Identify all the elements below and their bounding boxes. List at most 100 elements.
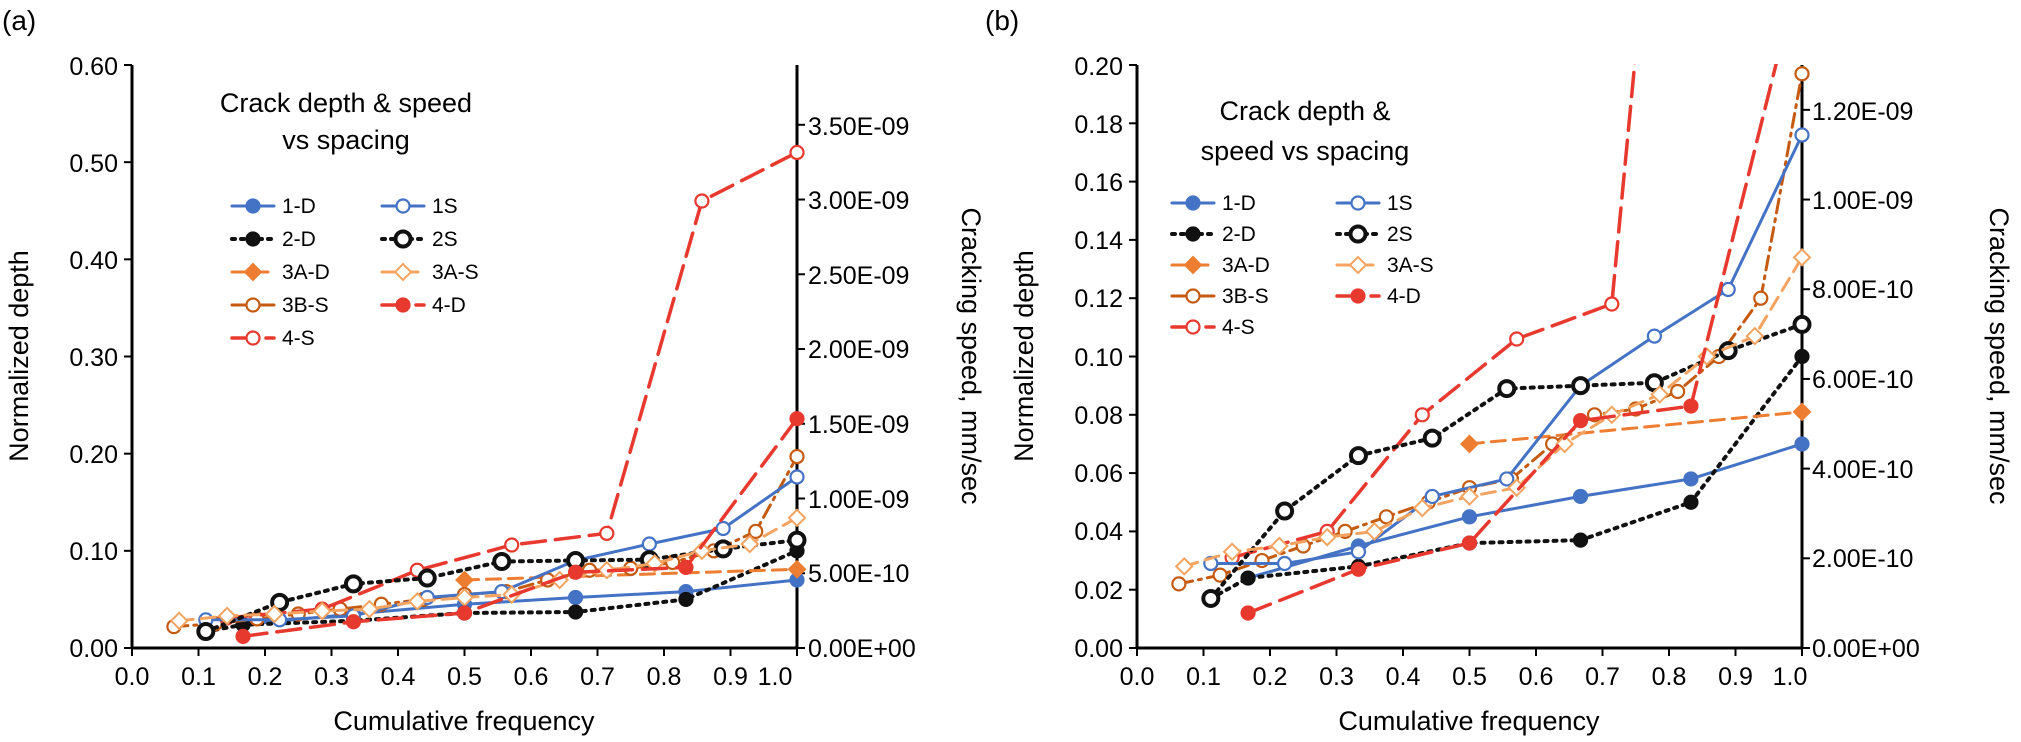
data-point-3a-s	[264, 604, 284, 624]
legend-swatch-marker	[395, 297, 411, 313]
legend-item-1-d: 1-D	[1170, 192, 1256, 215]
y-tick-labels-b: 0.00 0.02 0.04 0.06 0.08 0.10 0.12 0.14 …	[1074, 53, 1123, 663]
legend-swatch-marker	[393, 262, 413, 282]
y2-tick-label: 2.00E-10	[1812, 545, 1913, 573]
legend-label: 1S	[432, 195, 458, 218]
data-point-1s	[789, 469, 805, 485]
data-point-4-d	[1350, 561, 1367, 577]
y-tick-label: 0.00	[69, 635, 118, 663]
legend-label: 3B-S	[282, 294, 329, 317]
legend-label: 1-D	[282, 195, 316, 218]
data-point-4-s	[599, 525, 615, 541]
x-tick-label: 1.0	[758, 663, 793, 691]
legend-swatch-marker	[1185, 195, 1201, 211]
series-3a-d	[1460, 402, 1812, 454]
x-tick-label: 0.5	[447, 663, 482, 691]
data-point-3a-s	[359, 599, 379, 619]
panel-label-a: (a)	[2, 5, 36, 36]
legend-item-1s: 1S	[1335, 192, 1413, 215]
legend-item-2s: 2S	[380, 228, 458, 251]
data-point-1s	[641, 536, 657, 552]
data-point-2-d	[1240, 570, 1256, 586]
data-point-2-d	[1794, 348, 1810, 365]
legend-swatch-marker	[1185, 319, 1201, 335]
legend-item-3a-s: 3A-S	[380, 261, 479, 284]
data-point-3a-s	[169, 611, 189, 631]
legend-label: 4-D	[432, 294, 466, 317]
data-point-2s	[417, 568, 437, 588]
y-tick-label: 0.14	[1074, 227, 1123, 255]
legend-a: 1-D 1S 2-D 2S 3A-D 3A-S 3B-S 4-D 4-S	[230, 195, 479, 350]
data-point-4-d	[1683, 398, 1699, 414]
legend-swatch-marker	[243, 262, 263, 282]
y2-tick-labels-b: 0.00E+00 2.00E-10 4.00E-10 6.00E-10 8.00…	[1812, 98, 1920, 663]
series-3a-s	[1174, 247, 1812, 576]
data-point-1s	[1720, 281, 1736, 298]
data-point-1s	[1350, 544, 1367, 560]
y2-tick-label: 0.00E+00	[1812, 635, 1920, 663]
legend-label: 2S	[1387, 223, 1413, 246]
y-tick-label: 0.10	[1074, 344, 1123, 372]
x-tick-label: 0.7	[1585, 663, 1620, 691]
data-point-4-s	[789, 144, 805, 161]
x-axis-title-b: Cumulative frequency	[1338, 706, 1600, 736]
data-point-3a-s	[597, 560, 617, 580]
legend-item-1-d: 1-D	[230, 195, 316, 218]
data-point-3a-s	[1364, 521, 1384, 541]
series-group-a	[166, 144, 807, 644]
data-point-2s	[1422, 428, 1442, 448]
data-point-2s	[1275, 501, 1295, 521]
legend-swatch-marker	[1348, 255, 1368, 275]
data-point-3b-s	[1212, 567, 1228, 583]
data-point-3a-s	[1412, 498, 1432, 518]
y-tick-label: 0.20	[69, 441, 118, 469]
y-tick-label: 0.00	[1074, 635, 1123, 663]
data-point-2-d	[1683, 494, 1699, 510]
data-point-3b-s	[1171, 576, 1187, 592]
chart-note-line-1-b: Crack depth &	[1219, 96, 1390, 126]
legend-label: 2-D	[282, 228, 316, 251]
data-point-4-d	[345, 614, 362, 630]
x-tick-label: 0.2	[248, 663, 283, 691]
data-point-3a-s	[1460, 487, 1479, 506]
y2-tick-label: 4.00E-10	[1812, 456, 1913, 484]
data-point-3a-s	[217, 606, 237, 626]
legend-swatch-marker	[1348, 224, 1368, 244]
legend-item-4-s: 4-S	[230, 327, 315, 350]
legend-label: 4-S	[282, 327, 315, 350]
legend-label: 2-D	[1222, 223, 1256, 246]
series-line-3a-d	[1468, 410, 1804, 446]
legend-label: 2S	[432, 228, 458, 251]
data-point-4-s	[1414, 407, 1430, 423]
legend-label: 3A-D	[282, 261, 330, 284]
plot-area-a: 0.00 0.10 0.20 0.30 0.40 0.50 0.60 0.0 0…	[4, 53, 986, 736]
legend-swatch-marker	[245, 297, 261, 313]
data-point-4-d	[1240, 605, 1256, 621]
panel-a: (a) 0.00 0.10 0.20 0.30 0.40 0.50 0.60 0…	[2, 5, 986, 736]
y2-tick-label: 1.50E-09	[808, 411, 909, 439]
data-point-4-s	[1509, 331, 1525, 347]
legend-swatch-marker	[245, 330, 261, 346]
y2-tick-label: 1.20E-09	[1812, 98, 1913, 126]
data-point-1s	[1277, 555, 1293, 572]
data-point-4-s	[694, 193, 710, 209]
plot-background-a	[132, 65, 797, 647]
legend-item-4-s: 4-S	[1170, 316, 1255, 339]
legend-label: 3A-S	[432, 261, 479, 284]
data-point-1s	[1794, 127, 1810, 143]
data-point-1-d	[1572, 488, 1589, 505]
data-point-2s	[1497, 379, 1517, 399]
data-point-3a-s	[740, 534, 760, 554]
legend-swatch-marker	[245, 231, 261, 247]
y-tick-label: 0.30	[69, 344, 118, 372]
series-4-d	[1240, 64, 1778, 621]
data-point-3a-s	[1745, 326, 1765, 346]
y-tick-labels-a: 0.00 0.10 0.20 0.30 0.40 0.50 0.60	[69, 53, 118, 663]
data-point-3a-s	[787, 508, 807, 528]
data-point-3a-s	[407, 591, 427, 611]
chart-note-line-2-b: speed vs spacing	[1201, 136, 1410, 166]
panel-label-b: (b)	[985, 5, 1019, 36]
legend-label: 3A-D	[1222, 254, 1270, 277]
x-tick-label: 0.4	[381, 663, 416, 691]
